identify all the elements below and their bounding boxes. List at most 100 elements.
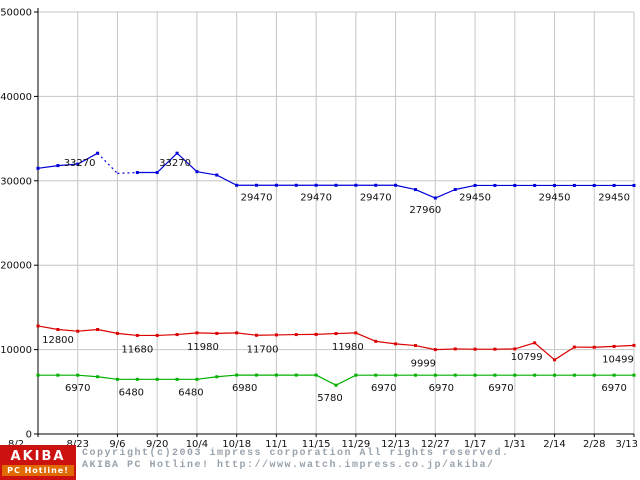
series-blue-marker bbox=[235, 183, 239, 187]
series-red-value-label: 11680 bbox=[121, 344, 153, 355]
series-blue-value-label: 29470 bbox=[300, 192, 332, 203]
series-green-marker bbox=[572, 373, 576, 377]
series-red-line bbox=[157, 333, 178, 337]
series-green-marker bbox=[473, 373, 477, 377]
series-green-marker bbox=[76, 373, 80, 377]
series-green-value-label: 6970 bbox=[488, 383, 513, 394]
series-blue-marker bbox=[413, 188, 417, 192]
series-red-marker bbox=[195, 331, 199, 335]
series-green-marker bbox=[294, 373, 298, 377]
series-red-marker bbox=[314, 332, 318, 336]
series-blue-line bbox=[395, 184, 416, 191]
series-green-marker bbox=[453, 373, 457, 377]
series-red-marker bbox=[235, 331, 239, 335]
series-green-marker bbox=[374, 373, 378, 377]
series-red-line bbox=[415, 344, 436, 351]
series-green-marker bbox=[135, 377, 139, 381]
x-tick-label: 3/13 bbox=[616, 439, 638, 450]
series-blue-line bbox=[176, 152, 198, 173]
series-red-line bbox=[335, 332, 356, 335]
series-red-line bbox=[435, 348, 456, 351]
series-blue-marker bbox=[155, 171, 159, 175]
series-red-marker bbox=[255, 333, 259, 337]
series-blue-value-label: 33270 bbox=[159, 158, 191, 169]
series-red-value-label: 10799 bbox=[511, 352, 543, 363]
series-blue-marker bbox=[553, 183, 557, 187]
series-red-marker bbox=[493, 347, 497, 351]
series-red-marker bbox=[413, 344, 417, 348]
series-red-marker bbox=[175, 333, 179, 337]
series-blue-marker bbox=[334, 183, 338, 187]
series-green-marker bbox=[255, 373, 259, 377]
series-red-marker bbox=[533, 341, 537, 345]
series-red-line bbox=[196, 332, 217, 334]
series-green-line bbox=[196, 376, 217, 380]
series-red-line bbox=[554, 346, 575, 361]
x-tick-label: 11/1 bbox=[265, 439, 287, 450]
series-blue-marker bbox=[592, 183, 596, 187]
series-red-marker bbox=[115, 331, 119, 335]
series-red-marker bbox=[592, 345, 596, 349]
series-red-line bbox=[534, 342, 555, 361]
series-green-value-label: 6980 bbox=[232, 383, 257, 394]
series-red-line bbox=[77, 328, 98, 332]
series-red-line bbox=[614, 344, 635, 347]
series-blue-value-label: 29450 bbox=[459, 192, 491, 203]
series-red-value-label: 11700 bbox=[247, 344, 279, 355]
akiba-pc-hotline-logo: AKIBA PC Hotline! bbox=[0, 445, 76, 480]
series-blue-line bbox=[196, 171, 217, 176]
x-tick-label: 9/6 bbox=[109, 439, 125, 450]
series-blue-marker bbox=[632, 183, 636, 187]
series-red-marker bbox=[473, 347, 477, 351]
x-tick-label: 10/4 bbox=[186, 439, 208, 450]
series-blue-value-label: 29470 bbox=[241, 192, 273, 203]
x-tick-label: 1/17 bbox=[464, 439, 486, 450]
series-blue-marker bbox=[195, 170, 199, 174]
series-green-marker bbox=[553, 373, 557, 377]
series-red-marker bbox=[354, 331, 358, 335]
series-red-marker bbox=[374, 339, 378, 343]
series-blue-line bbox=[57, 163, 78, 167]
series-green-marker bbox=[413, 373, 417, 377]
x-tick-label: 11/29 bbox=[341, 439, 370, 450]
series-green-marker bbox=[314, 373, 318, 377]
series-blue-marker bbox=[135, 171, 139, 175]
series-red-marker bbox=[274, 333, 278, 337]
y-tick-label: 40000 bbox=[0, 92, 32, 103]
series-green-marker bbox=[56, 373, 60, 377]
series-green-marker bbox=[493, 373, 497, 377]
series-blue-marker bbox=[533, 183, 537, 187]
series-blue-value-label: 29450 bbox=[598, 192, 630, 203]
series-green-marker bbox=[175, 377, 179, 381]
x-tick-label: 8/23 bbox=[66, 439, 88, 450]
series-blue-value-label: 27960 bbox=[409, 205, 441, 216]
x-tick-label: 11/15 bbox=[302, 439, 331, 450]
site-url-text: AKIBA PC Hotline! http://www.watch.impre… bbox=[82, 460, 495, 471]
series-green-marker bbox=[394, 373, 398, 377]
series-green-marker bbox=[533, 373, 537, 377]
series-blue-marker bbox=[374, 183, 378, 187]
series-blue-marker bbox=[433, 196, 437, 200]
series-green-value-label: 6970 bbox=[601, 383, 626, 394]
series-green-marker bbox=[215, 375, 219, 379]
series-red-line bbox=[57, 328, 78, 332]
x-tick-label: 2/14 bbox=[543, 439, 565, 450]
y-tick-label: 10000 bbox=[0, 345, 32, 356]
series-green-marker bbox=[235, 373, 239, 377]
series-red-value-label: 10499 bbox=[602, 354, 634, 365]
series-green-value-label: 6970 bbox=[371, 383, 396, 394]
series-red-marker bbox=[513, 347, 517, 351]
series-green-value-label: 6480 bbox=[178, 387, 203, 398]
x-tick-label: 12/27 bbox=[421, 439, 450, 450]
series-red-line bbox=[514, 342, 535, 350]
series-red-marker bbox=[612, 344, 616, 348]
x-tick-label: 9/20 bbox=[146, 439, 168, 450]
logo-pc-hotline-text: PC Hotline! bbox=[2, 464, 74, 476]
series-blue-marker bbox=[96, 151, 100, 155]
series-red-line bbox=[355, 332, 376, 342]
series-red-marker bbox=[632, 343, 636, 347]
series-red-marker bbox=[215, 331, 219, 335]
series-green-line bbox=[216, 374, 237, 378]
x-tick-label: 12/13 bbox=[381, 439, 410, 450]
series-red-marker bbox=[433, 348, 437, 352]
